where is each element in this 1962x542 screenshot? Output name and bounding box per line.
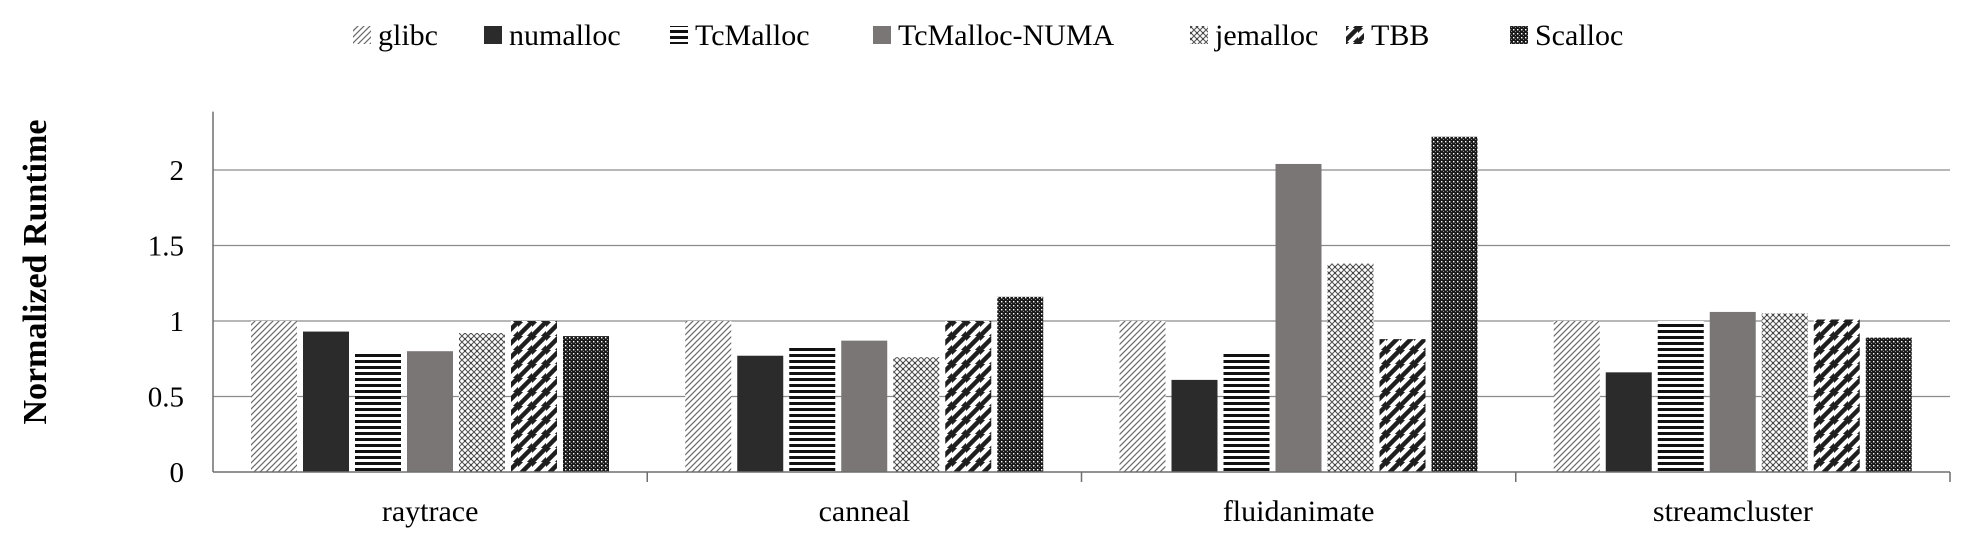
legend-label: TBB — [1371, 19, 1429, 52]
legend-label: glibc — [378, 19, 438, 52]
bar-group-raytrace — [251, 321, 609, 472]
x-tick-label-fluidanimate: fluidanimate — [1223, 495, 1375, 528]
y-tick-label: 1 — [170, 306, 185, 338]
x-category-labels: raytrace canneal fluidanimate streamcluster — [382, 495, 1813, 528]
bar-tcmalloc-fluidanimate — [1223, 352, 1270, 472]
y-tick-label: 0 — [170, 457, 185, 489]
bars — [251, 136, 1912, 472]
bar-jemalloc-raytrace — [459, 333, 505, 472]
legend-item-tcmalloc-numa: TcMalloc-NUMA — [873, 19, 1115, 52]
legend-item-glibc: glibc — [353, 19, 438, 52]
bar-jemalloc-fluidanimate — [1327, 263, 1374, 472]
bar-scalloc-raytrace — [563, 336, 609, 472]
bar-glibc-fluidanimate — [1119, 321, 1166, 472]
bar-glibc-raytrace — [251, 321, 297, 472]
y-tick-label: 2 — [170, 155, 185, 187]
bar-group-streamcluster — [1553, 311, 1912, 472]
bar-jemalloc-canneal — [893, 357, 940, 472]
bar-tcmalloc-numa-streamcluster — [1709, 311, 1756, 472]
legend-label: numalloc — [509, 19, 621, 52]
legend-swatch — [1346, 26, 1364, 44]
legend-label: TcMalloc — [695, 19, 810, 52]
bar-numalloc-canneal — [737, 355, 784, 472]
y-tick-label: 0.5 — [148, 382, 184, 414]
bar-tcmalloc-numa-raytrace — [407, 351, 453, 472]
y-tick-labels: 0 0.5 1 1.5 2 — [148, 155, 184, 489]
legend-swatch — [484, 26, 502, 44]
bar-group-fluidanimate — [1119, 136, 1478, 472]
bar-tcmalloc-raytrace — [355, 352, 401, 472]
legend-item-tbb: TBB — [1346, 19, 1429, 52]
legend-item-numalloc: numalloc — [484, 19, 621, 52]
bar-tbb-streamcluster — [1813, 319, 1860, 472]
y-axis-title: Normalized Runtime — [17, 119, 54, 424]
legend-swatch — [353, 26, 371, 44]
bar-numalloc-raytrace — [303, 331, 349, 472]
legend-item-scalloc: Scalloc — [1510, 19, 1623, 52]
legend-swatch — [1190, 26, 1208, 44]
legend-label: Scalloc — [1535, 19, 1623, 52]
bar-tcmalloc-numa-fluidanimate — [1275, 163, 1322, 472]
bar-glibc-streamcluster — [1553, 321, 1600, 472]
legend: glibc numalloc TcMalloc TcMalloc-NUMA jemall… — [353, 19, 1623, 52]
bar-tcmalloc-canneal — [789, 345, 836, 472]
bar-tbb-fluidanimate — [1379, 339, 1426, 472]
bar-scalloc-canneal — [997, 296, 1044, 472]
bar-tcmalloc-numa-canneal — [841, 340, 888, 472]
bar-jemalloc-streamcluster — [1761, 313, 1808, 472]
bar-glibc-canneal — [685, 321, 732, 472]
legend-item-tcmalloc: TcMalloc — [670, 19, 810, 52]
legend-label: TcMalloc-NUMA — [898, 19, 1115, 52]
x-tick-label-canneal: canneal — [819, 495, 911, 528]
bar-tbb-canneal — [945, 321, 992, 472]
x-tick-label-raytrace: raytrace — [382, 495, 479, 528]
axes — [212, 111, 1951, 482]
bar-scalloc-fluidanimate — [1431, 136, 1478, 472]
legend-label: jemalloc — [1214, 19, 1318, 52]
bar-scalloc-streamcluster — [1865, 337, 1912, 472]
legend-item-jemalloc: jemalloc — [1190, 19, 1318, 52]
x-tick-label-streamcluster: streamcluster — [1653, 495, 1813, 528]
bar-tcmalloc-streamcluster — [1657, 321, 1704, 472]
bar-numalloc-fluidanimate — [1171, 379, 1218, 472]
legend-swatch — [670, 26, 688, 44]
legend-swatch — [1510, 26, 1528, 44]
legend-swatch — [873, 26, 891, 44]
y-tick-label: 1.5 — [148, 231, 184, 263]
bar-group-canneal — [685, 296, 1044, 472]
bar-numalloc-streamcluster — [1605, 372, 1652, 472]
bar-tbb-raytrace — [511, 321, 557, 472]
